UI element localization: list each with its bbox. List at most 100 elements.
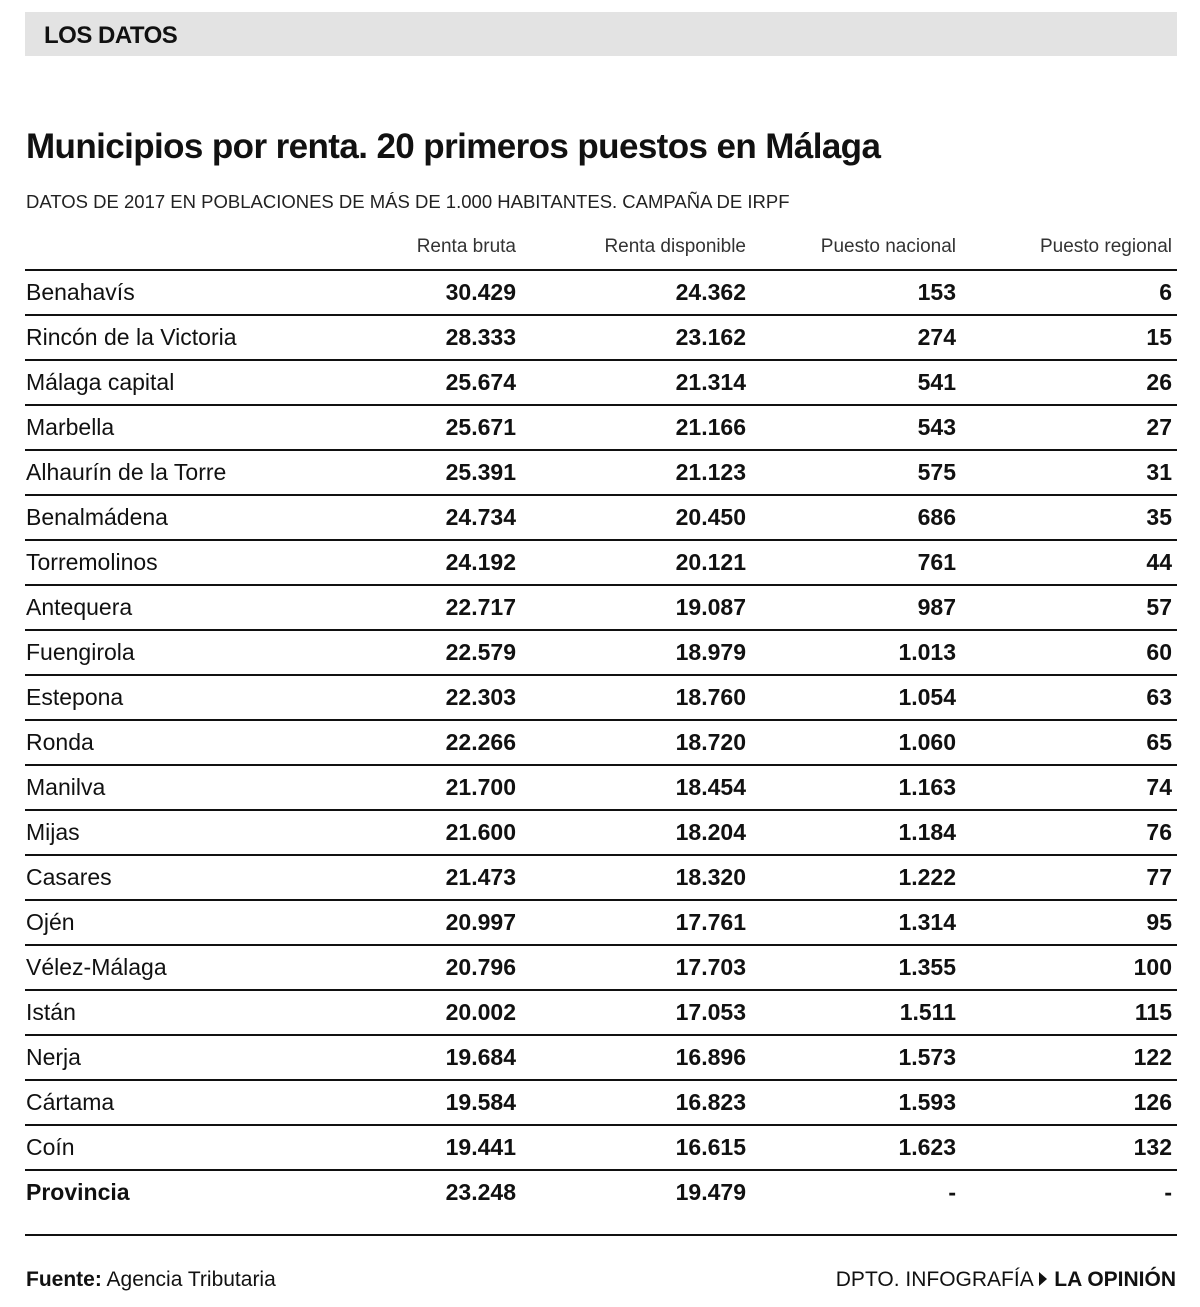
row-rule [25,629,1177,631]
cell-value: 1.054 [898,684,956,710]
row-name: Cártama [26,1089,115,1115]
row-rule [25,404,1177,406]
cell-value: 19.684 [445,1044,516,1070]
cell-value: 57 [1146,594,1172,620]
cell-value: 126 [1133,1089,1172,1115]
cell-value: 1.060 [898,729,956,755]
cell-value: 19.441 [445,1134,516,1160]
cell-value: 30.429 [445,279,516,305]
cell-value: 541 [917,369,956,395]
cell-value: 22.717 [445,594,516,620]
cell-value: 1.573 [898,1044,956,1070]
cell-value: 63 [1146,684,1172,710]
row-rule [25,539,1177,541]
cell-value: 18.979 [675,639,746,665]
cell-value: 76 [1146,819,1172,845]
row-name: Alhaurín de la Torre [26,459,227,485]
cell-value: 22.266 [445,729,516,755]
row-name: Coín [26,1134,75,1160]
arrow-icon [1039,1272,1048,1286]
cell-value: 28.333 [445,324,516,350]
row-rule [25,809,1177,811]
row-rule [25,359,1177,361]
cell-value: 18.454 [675,774,746,800]
cell-value: 25.674 [445,369,516,395]
row-rule [25,584,1177,586]
row-name: Benalmádena [26,504,168,530]
credit-text: DPTO. INFOGRAFÍA [835,1268,1033,1291]
cell-value: 1.355 [898,954,956,980]
row-rule [25,854,1177,856]
row-rule [25,1034,1177,1036]
cell-value: 17.053 [675,999,746,1025]
source: Fuente: Agencia Tributaria [26,1268,276,1292]
cell-value: 21.473 [445,864,516,890]
cell-value: 31 [1146,459,1172,485]
row-rule [25,1169,1177,1171]
cell-value: 575 [917,459,956,485]
row-name: Fuengirola [26,639,135,665]
cell-value: 24.192 [445,549,516,575]
row-rule [25,719,1177,721]
row-name: Estepona [26,684,124,710]
cell-value: 21.600 [445,819,516,845]
publisher: LA OPINIÓN [1054,1268,1176,1291]
cell-value: 23.162 [675,324,746,350]
cell-value: 16.896 [675,1044,746,1070]
cell-value: 115 [1134,999,1172,1025]
cell-value: 19.584 [445,1089,516,1115]
cell-value: 22.579 [445,639,516,665]
column-header: Puesto nacional [820,236,956,257]
row-rule [25,269,1177,271]
column-header: Renta disponible [604,236,746,257]
cell-value: 44 [1146,549,1172,575]
row-rule [25,494,1177,496]
cell-value: 19.479 [675,1179,746,1205]
cell-value: 543 [917,414,956,440]
cell-value: 21.123 [675,459,746,485]
row-rule [25,899,1177,901]
cell-value: 761 [917,549,956,575]
row-name: Istán [26,999,76,1025]
source-text: Agencia Tributaria [106,1268,276,1291]
cell-value: 24.734 [445,504,516,530]
bottom-rule [25,1234,1177,1236]
row-name: Vélez-Málaga [26,954,167,980]
cell-value: 20.450 [675,504,746,530]
row-rule [25,1124,1177,1126]
cell-value: 18.760 [675,684,746,710]
section-label: LOS DATOS [44,22,178,49]
cell-value: 15 [1146,324,1172,350]
row-rule [25,314,1177,316]
cell-value: 6 [1159,279,1172,305]
cell-value: 65 [1146,729,1172,755]
cell-value: 77 [1146,864,1172,890]
cell-value: 22.303 [445,684,516,710]
row-name: Antequera [26,594,133,620]
cell-value: 1.623 [898,1134,956,1160]
row-name: Mijas [26,819,80,845]
cell-value: 74 [1146,774,1172,800]
row-name: Málaga capital [26,369,175,395]
cell-value: 60 [1146,639,1172,665]
column-header: Renta bruta [416,236,516,257]
cell-value: 1.511 [899,999,956,1025]
row-name: Torremolinos [26,549,158,575]
credit: DPTO. INFOGRAFÍA LA OPINIÓN [836,1268,1176,1292]
cell-value: 132 [1133,1134,1172,1160]
cell-value: 19.087 [675,594,746,620]
row-name: Marbella [26,414,115,440]
cell-value: 686 [917,504,956,530]
cell-value: 25.391 [445,459,516,485]
cell-value: - [1164,1179,1172,1205]
row-name: Manilva [26,774,106,800]
column-header: Puesto regional [1039,236,1172,257]
cell-value: 122 [1133,1044,1172,1070]
cell-value: 26 [1146,369,1172,395]
row-name: Rincón de la Victoria [26,324,237,350]
cell-value: 23.248 [445,1179,516,1205]
cell-value: 24.362 [675,279,746,305]
row-name: Casares [26,864,112,890]
row-rule [25,674,1177,676]
cell-value: 274 [917,324,956,350]
